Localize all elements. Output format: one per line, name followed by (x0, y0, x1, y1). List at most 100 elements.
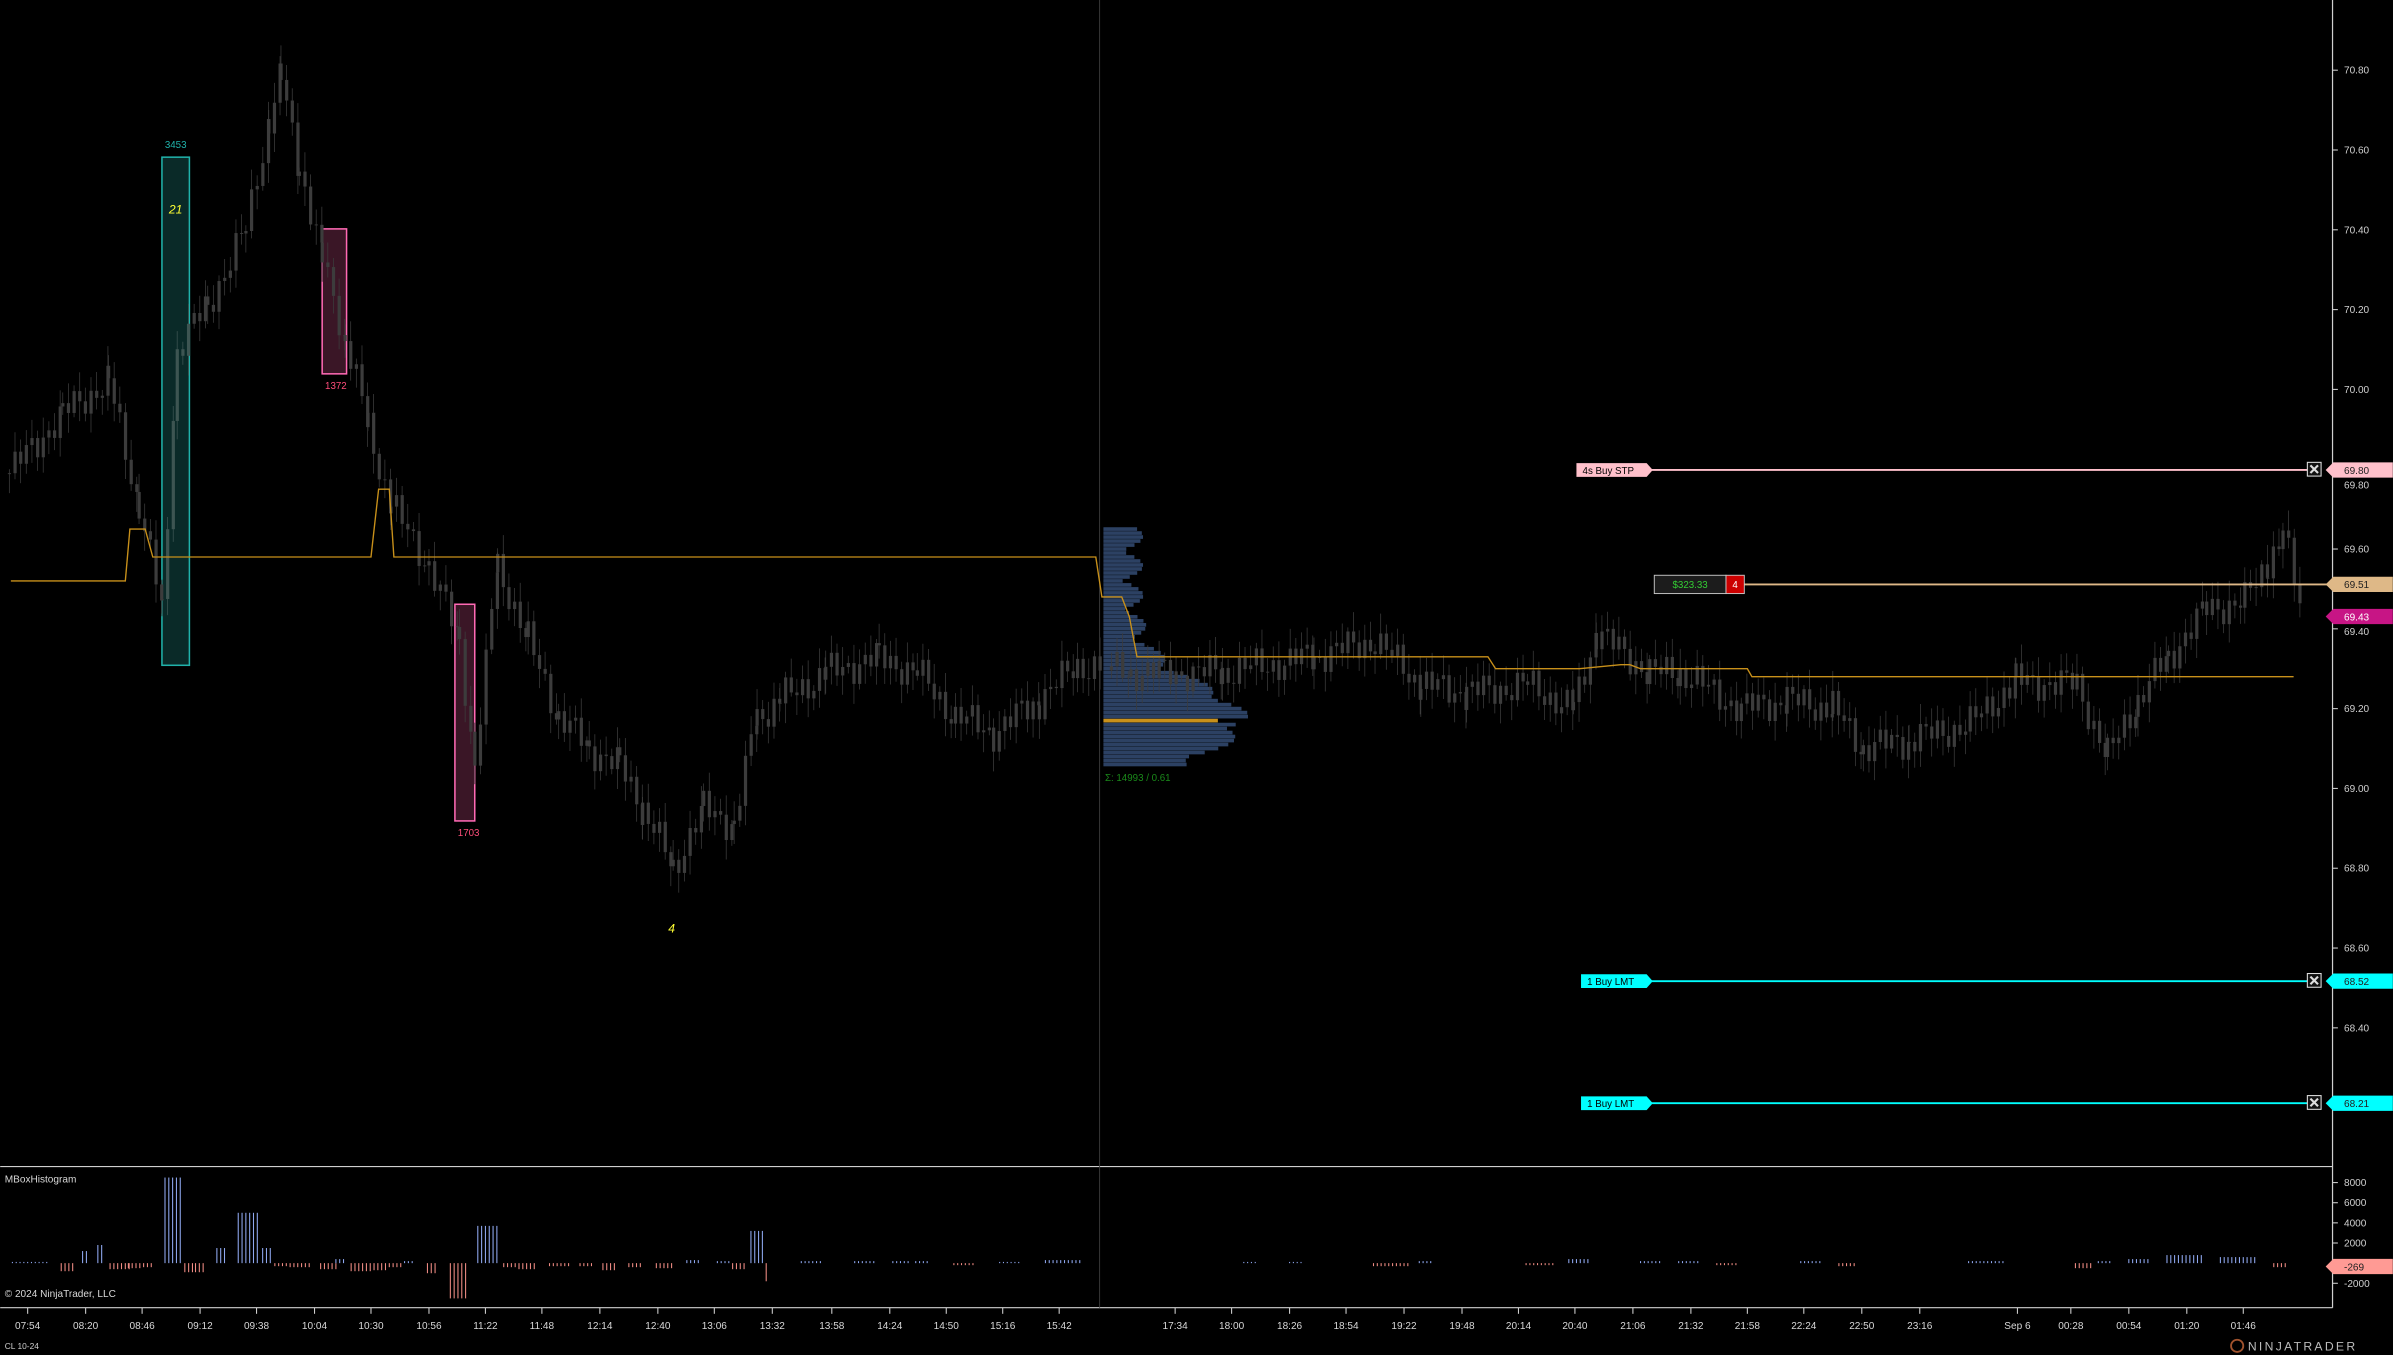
candle (433, 561, 437, 591)
candle (568, 720, 572, 733)
candle (203, 296, 208, 322)
order-line-limit[interactable]: 1 Buy LMT 68.21 (1581, 1095, 2393, 1111)
candle (1447, 675, 1451, 703)
profile-bar (1103, 615, 1138, 619)
time-tick-label: 11:22 (473, 1321, 498, 1332)
time-axis[interactable]: 07:54 08:20 08:46 09:12 09:38 10:04 10:30 10:56… (15, 1307, 2257, 1332)
candle (824, 666, 828, 680)
candle (1802, 689, 1806, 706)
profile-bar (1103, 662, 1164, 667)
candle (1109, 666, 1114, 671)
profile-bar (1103, 762, 1187, 767)
cancel-order-button[interactable] (2306, 972, 2322, 988)
candle (1689, 684, 1694, 689)
profile-bar (1103, 754, 1190, 759)
candle (858, 664, 862, 684)
candle (1249, 665, 1253, 670)
candle (1779, 702, 1783, 706)
candle (450, 591, 454, 627)
candle (198, 312, 202, 322)
candle (841, 666, 845, 676)
candle (411, 529, 416, 532)
candle (143, 518, 147, 532)
candle (1003, 716, 1007, 732)
candle (1684, 668, 1688, 689)
candle (455, 626, 459, 628)
candle (1735, 700, 1739, 722)
candle (66, 403, 71, 413)
order-line-limit[interactable]: 1 Buy LMT 68.52 (1581, 972, 2393, 989)
candle (1243, 657, 1247, 670)
time-tick-label: 18:54 (1333, 1321, 1359, 1332)
position-quantity-box[interactable] (1725, 574, 1745, 595)
last-price-marker: 69.43 (2325, 608, 2393, 625)
candle (2048, 682, 2052, 686)
candle (1848, 718, 1852, 721)
candle (1470, 681, 1474, 687)
order-label[interactable]: 1 Buy LMT (1587, 977, 1634, 988)
candle (1049, 686, 1053, 690)
candle (852, 663, 856, 684)
candle (383, 479, 387, 481)
candle (1163, 659, 1167, 661)
price-tag-label: 68.52 (2344, 977, 2370, 988)
profile-bar (1103, 619, 1144, 623)
candle (1901, 736, 1905, 760)
candle (1373, 651, 1377, 655)
candle (2147, 681, 2151, 703)
candle (52, 430, 57, 438)
candle (249, 189, 254, 231)
candle (400, 495, 404, 524)
candle (784, 677, 788, 704)
candle (1974, 706, 1978, 718)
order-label-box[interactable] (1576, 463, 1653, 477)
position-quantity: 4 (1732, 580, 1738, 591)
candle (2292, 537, 2296, 585)
profile-bar (1103, 551, 1127, 555)
price-axis[interactable]: 70.80 70.60 70.40 70.20 70.00 69.80 69.60 69.40… (2332, 66, 2370, 1035)
candle (1092, 656, 1097, 679)
candle (1791, 686, 1795, 694)
time-tick-label: 15:16 (990, 1321, 1016, 1332)
order-label-box[interactable] (1581, 1096, 1653, 1111)
candle (58, 406, 62, 438)
order-label[interactable]: 4s Buy STP (1583, 466, 1634, 477)
profile-bar (1103, 746, 1219, 751)
candle (72, 391, 76, 413)
candle (13, 451, 17, 474)
cancel-order-button[interactable] (2306, 1095, 2322, 1110)
order-label[interactable]: 1 Buy LMT (1587, 1099, 1634, 1110)
candle (524, 628, 528, 638)
candle (646, 802, 650, 824)
candle (484, 649, 488, 725)
price-tag (2325, 608, 2393, 625)
indicator-tick-label: 4000 (2344, 1218, 2367, 1229)
candle (2166, 650, 2171, 657)
time-tick-label: 19:48 (1449, 1321, 1475, 1332)
time-tick-label: 10:30 (358, 1321, 384, 1332)
candle (1135, 669, 1139, 691)
candle (36, 438, 40, 458)
candle (749, 734, 753, 756)
order-label-box[interactable] (1581, 974, 1653, 989)
candle (2260, 564, 2264, 588)
indicator-axis[interactable]: 8000 6000 4000 2000 -2000 (2332, 1178, 2371, 1290)
position-line[interactable]: $323.33 4 69.51 (1653, 574, 2393, 595)
candle (1168, 659, 1173, 685)
candle (669, 852, 673, 867)
candle (2014, 663, 2018, 678)
candle (1622, 636, 1627, 649)
candle (1487, 675, 1491, 686)
profile-bar (1103, 563, 1144, 567)
candle (518, 601, 522, 629)
candle (1054, 686, 1058, 689)
cancel-order-button[interactable] (2306, 461, 2322, 477)
candle (2053, 682, 2058, 695)
order-line-stop[interactable]: 4s Buy STP 69.80 (1576, 461, 2393, 478)
candle (526, 621, 530, 638)
time-tick-label: 01:46 (2231, 1321, 2257, 1332)
profile-bar (1103, 583, 1132, 587)
last-price-label: 69.43 (2344, 612, 2370, 623)
candle (83, 401, 88, 414)
